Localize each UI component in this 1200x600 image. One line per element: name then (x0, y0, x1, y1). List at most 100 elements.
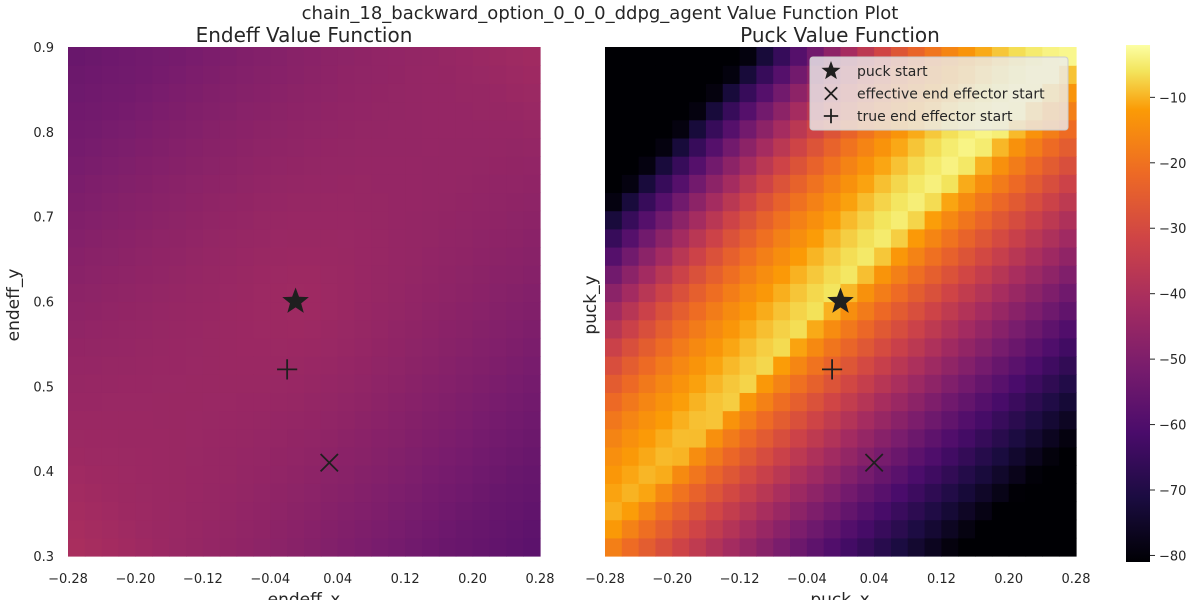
heat-cell (1059, 283, 1077, 303)
heat-cell (739, 265, 757, 284)
heat-cell (941, 246, 959, 266)
heat-cell (84, 428, 103, 448)
heat-cell (958, 210, 976, 230)
heat-cell (118, 501, 137, 521)
heat-cell (907, 265, 926, 284)
heat-cell (874, 192, 892, 212)
heat-cell (304, 337, 322, 357)
heat-cell (236, 210, 255, 230)
heat-cell (489, 210, 507, 230)
heat-cell (84, 483, 103, 503)
heat-cell (68, 483, 86, 503)
heat-cell (455, 119, 474, 139)
heat-cell (186, 83, 204, 103)
heat-cell (638, 519, 657, 539)
heat-cell (958, 537, 976, 557)
heat-cell (1025, 501, 1043, 521)
heat-cell (371, 283, 389, 303)
heat-cell (1059, 301, 1077, 321)
heat-cell (84, 392, 103, 412)
heat-cell (337, 537, 356, 557)
heat-cell (405, 101, 423, 121)
heat-cell (472, 465, 491, 484)
heat-cell (287, 501, 305, 521)
heat-cell (840, 246, 858, 266)
heat-cell (739, 47, 757, 66)
heat-cell (118, 156, 137, 175)
heat-cell (101, 446, 120, 466)
heat-cell (489, 337, 507, 357)
heat-cell (722, 428, 741, 448)
heat-cell (118, 283, 137, 303)
heat-cell (219, 410, 238, 430)
heat-cell (907, 228, 926, 248)
heat-cell (689, 446, 707, 466)
heat-cell (924, 319, 943, 339)
heat-cell (135, 156, 153, 175)
heat-cell (874, 465, 892, 484)
heat-cell (236, 337, 255, 357)
heat-cell (84, 537, 103, 557)
heat-cell (169, 337, 187, 357)
heat-cell (1008, 301, 1027, 321)
heat-cell (840, 483, 858, 503)
heat-cell (371, 537, 389, 557)
heat-cell (672, 156, 690, 175)
heat-cell (790, 246, 808, 266)
heat-cell (739, 210, 757, 230)
heat-cell (422, 283, 440, 303)
heat-cell (405, 156, 423, 175)
heat-cell (337, 174, 356, 194)
heat-cell (169, 537, 187, 557)
heat-cell (304, 537, 322, 557)
heat-cell (202, 47, 221, 66)
heat-cell (1042, 192, 1060, 212)
heat-cell (405, 337, 423, 357)
heat-cell (1025, 301, 1043, 321)
heat-cell (270, 428, 288, 448)
heat-cell (874, 392, 892, 412)
heat-cell (1025, 483, 1043, 503)
heat-cell (1025, 446, 1043, 466)
colorbar-tick-label: −40 (1159, 288, 1186, 303)
heat-cell (975, 428, 993, 448)
heat-cell (253, 137, 271, 157)
heat-cell (337, 337, 356, 357)
colorbar-ticks: −10−20−30−40−50−60−70−80 (1150, 91, 1186, 564)
heat-cell (118, 301, 137, 321)
heat-cell (941, 356, 959, 375)
heat-cell (506, 465, 524, 484)
colorbar-tick-label: −60 (1159, 419, 1186, 434)
colorbar-tick-label: −20 (1159, 157, 1186, 172)
heat-cell (422, 137, 440, 157)
heat-cell (655, 519, 673, 539)
heat-cell (907, 501, 926, 521)
heat-cell (68, 446, 86, 466)
heat-cell (320, 283, 339, 303)
heat-cell (806, 410, 825, 430)
heat-cell (523, 192, 541, 212)
heat-cell (705, 119, 724, 139)
heat-cell (1008, 319, 1027, 339)
legend-entry-label: true end effector start (857, 109, 1013, 125)
heat-cell (152, 501, 170, 521)
heat-cell (689, 174, 707, 194)
heat-cell (605, 83, 623, 103)
heat-cell (907, 519, 926, 539)
heat-cell (857, 519, 875, 539)
heat-cell (219, 192, 238, 212)
legend-plus-icon (823, 108, 839, 124)
endeff-y-ticks: 0.30.40.50.60.70.80.9 (33, 41, 54, 565)
heat-cell (689, 228, 707, 248)
heat-cell (655, 410, 673, 430)
heat-cell (705, 519, 724, 539)
heat-cell (135, 410, 153, 430)
heat-cell (756, 192, 774, 212)
heat-cell (739, 246, 757, 266)
heat-cell (672, 265, 690, 284)
heat-cell (455, 374, 474, 393)
heat-cell (304, 137, 322, 157)
heat-cell (924, 356, 943, 375)
heat-cell (438, 47, 457, 66)
heat-cell (605, 410, 623, 430)
